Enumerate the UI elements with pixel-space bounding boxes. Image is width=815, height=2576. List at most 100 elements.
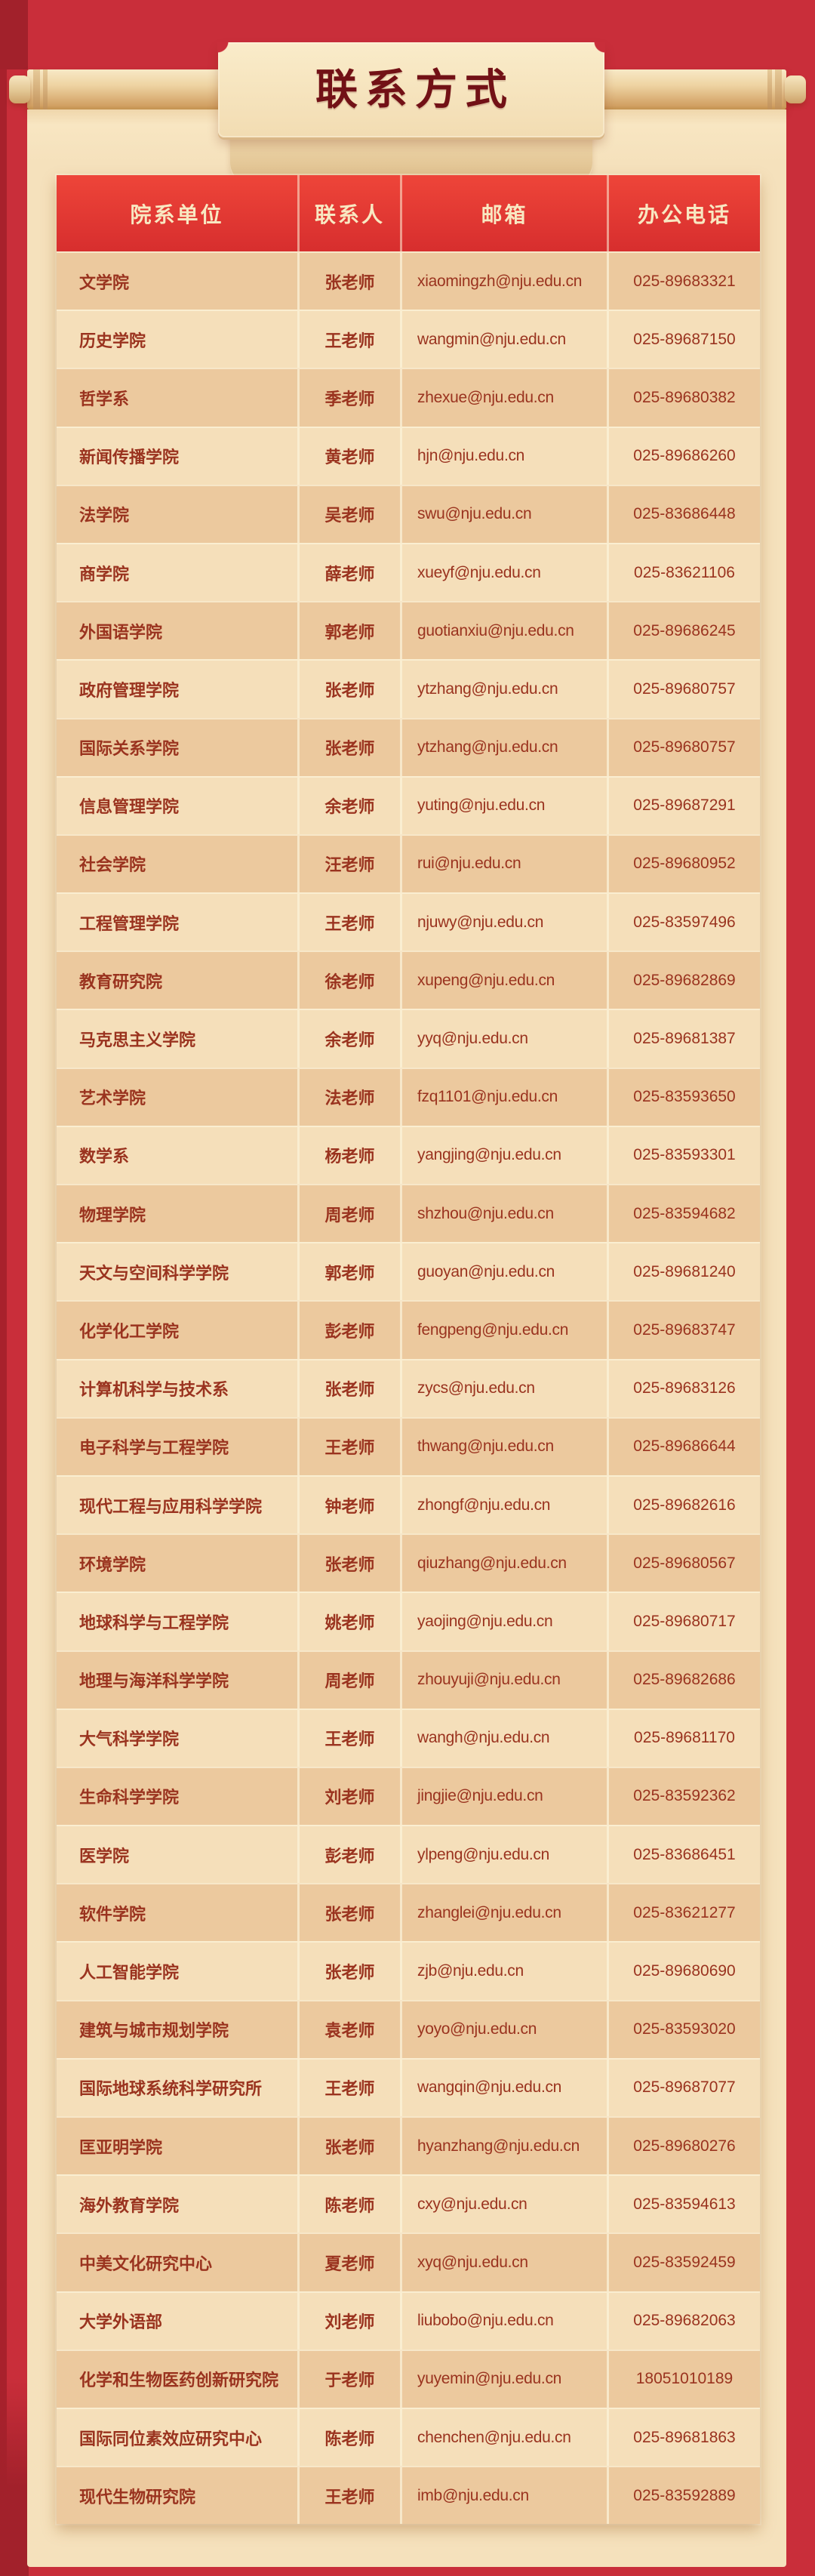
dept-cell: 现代生物研究院	[57, 2467, 300, 2525]
scroll-rod-stripe	[775, 69, 782, 109]
phone-cell: 025-89686644	[633, 1437, 736, 1456]
left-edge-shadow	[0, 69, 7, 2576]
contact-cell: 张老师	[300, 719, 402, 776]
dept-cell: 人工智能学院	[57, 1943, 300, 2000]
phone-cell: 025-89686245	[633, 621, 736, 639]
email-cell: yyq@nju.edu.cn	[402, 1010, 609, 1068]
email-cell: zhexue@nju.edu.cn	[402, 369, 609, 427]
table-row: 外国语学院 郭老师 guotianxiu@nju.edu.cn 025-8968…	[57, 601, 760, 660]
table-row: 国际同位素效应研究中心 陈老师 chenchen@nju.edu.cn 025-…	[57, 2407, 760, 2467]
bottom-left-shadow	[0, 2378, 29, 2576]
dept-cell: 地理与海洋科学学院	[57, 1651, 300, 1709]
email-cell: thwang@nju.edu.cn	[402, 1418, 609, 1475]
email-cell: wangmin@nju.edu.cn	[402, 311, 609, 368]
dept-cell: 外国语学院	[57, 602, 300, 660]
dept-cell: 计算机科学与技术系	[57, 1360, 300, 1417]
email-cell: liubobo@nju.edu.cn	[402, 2292, 609, 2350]
contact-cell: 法老师	[300, 1068, 402, 1126]
table-row: 新闻传播学院 黄老师 hjn@nju.edu.cn 025-89686260	[57, 426, 760, 485]
dept-cell: 国际关系学院	[57, 719, 300, 776]
contact-cell: 张老师	[300, 1943, 402, 2000]
dept-cell: 中美文化研究中心	[57, 2234, 300, 2291]
dept-cell: 现代工程与应用科学学院	[57, 1476, 300, 1534]
contact-cell: 张老师	[300, 253, 402, 310]
table-header-row: 院系单位 联系人 邮箱 办公电话	[57, 175, 760, 251]
contact-cell: 王老师	[300, 2467, 402, 2525]
phone-cell: 025-89680952	[633, 855, 736, 873]
phone-cell: 025-89686260	[633, 447, 736, 465]
contact-cell: 吴老师	[300, 485, 402, 543]
email-cell: yoyo@nju.edu.cn	[402, 2001, 609, 2058]
contact-cell: 姚老师	[300, 1593, 402, 1650]
email-cell: qiuzhang@nju.edu.cn	[402, 1535, 609, 1592]
email-cell: zhanglei@nju.edu.cn	[402, 1884, 609, 1942]
dept-cell: 文学院	[57, 253, 300, 310]
contact-cell: 钟老师	[300, 1476, 402, 1534]
email-cell: fzq1101@nju.edu.cn	[402, 1068, 609, 1126]
dept-cell: 历史学院	[57, 311, 300, 368]
scroll-rod-stripe	[43, 69, 48, 109]
phone-cell: 025-89683747	[633, 1320, 736, 1339]
phone-cell: 025-89682063	[633, 2312, 736, 2330]
dept-cell: 天文与空间科学学院	[57, 1243, 300, 1301]
scroll-rod-left-cap	[9, 75, 30, 103]
phone-cell: 025-89680757	[633, 738, 736, 756]
phone-cell: 025-83592889	[633, 2486, 736, 2504]
phone-cell: 025-83621106	[634, 563, 735, 581]
phone-cell: 025-89681170	[634, 1729, 735, 1747]
phone-cell: 025-89682686	[633, 1671, 736, 1689]
email-cell: yangjing@nju.edu.cn	[402, 1126, 609, 1184]
table-row: 软件学院 张老师 zhanglei@nju.edu.cn 025-8362127…	[57, 1883, 760, 1942]
email-cell: yuting@nju.edu.cn	[402, 777, 609, 834]
dept-cell: 工程管理学院	[57, 894, 300, 951]
table-row: 天文与空间科学学院 郭老师 guoyan@nju.edu.cn 025-8968…	[57, 1242, 760, 1301]
email-cell: ytzhang@nju.edu.cn	[402, 661, 609, 718]
phone-cell: 025-83621277	[633, 1903, 736, 1921]
contact-cell: 刘老师	[300, 1767, 402, 1826]
dept-cell: 物理学院	[57, 1185, 300, 1243]
phone-cell: 025-83592362	[633, 1787, 736, 1805]
email-cell: chenchen@nju.edu.cn	[402, 2408, 609, 2467]
table-row: 海外教育学院 陈老师 cxy@nju.edu.cn 025-83594613	[57, 2174, 760, 2233]
email-cell: rui@nju.edu.cn	[402, 835, 609, 893]
email-cell: zhouyuji@nju.edu.cn	[402, 1651, 609, 1709]
table-row: 生命科学学院 刘老师 jingjie@nju.edu.cn 025-835923…	[57, 1766, 760, 1826]
contact-cell: 张老师	[300, 2118, 402, 2175]
scroll-rod-right-cap	[785, 75, 806, 103]
table-row: 数学系 杨老师 yangjing@nju.edu.cn 025-83593301	[57, 1125, 760, 1184]
email-cell: ytzhang@nju.edu.cn	[402, 719, 609, 776]
email-cell: wangh@nju.edu.cn	[402, 1709, 609, 1767]
contact-cell: 张老师	[300, 1884, 402, 1942]
contact-cell: 周老师	[300, 1651, 402, 1709]
table-row: 地球科学与工程学院 姚老师 yaojing@nju.edu.cn 025-896…	[57, 1592, 760, 1650]
phone-cell: 025-89680757	[633, 679, 736, 698]
dept-cell: 艺术学院	[57, 1068, 300, 1126]
table-row: 历史学院 王老师 wangmin@nju.edu.cn 025-89687150	[57, 310, 760, 368]
contact-cell: 彭老师	[300, 1302, 402, 1359]
contact-cell: 周老师	[300, 1185, 402, 1243]
email-cell: xueyf@nju.edu.cn	[402, 544, 609, 602]
email-cell: yuyemin@nju.edu.cn	[402, 2350, 609, 2408]
phone-cell: 025-89680717	[633, 1612, 736, 1630]
dept-cell: 数学系	[57, 1126, 300, 1184]
email-cell: fengpeng@nju.edu.cn	[402, 1302, 609, 1359]
email-cell: guoyan@nju.edu.cn	[402, 1243, 609, 1301]
contact-cell: 刘老师	[300, 2292, 402, 2350]
table-row: 地理与海洋科学学院 周老师 zhouyuji@nju.edu.cn 025-89…	[57, 1650, 760, 1709]
table-row: 物理学院 周老师 shzhou@nju.edu.cn 025-83594682	[57, 1184, 760, 1243]
phone-cell: 18051010189	[635, 2370, 734, 2388]
page-title: 联系方式	[315, 66, 515, 113]
contact-cell: 于老师	[300, 2350, 402, 2408]
table-row: 工程管理学院 王老师 njuwy@nju.edu.cn 025-83597496	[57, 892, 760, 951]
phone-cell: 025-89687077	[633, 2078, 736, 2097]
table-row: 电子科学与工程学院 王老师 thwang@nju.edu.cn 025-8968…	[57, 1416, 760, 1475]
dept-cell: 电子科学与工程学院	[57, 1418, 300, 1475]
email-cell: cxy@nju.edu.cn	[402, 2176, 609, 2233]
contact-cell: 薛老师	[300, 544, 402, 602]
phone-cell: 025-83593020	[633, 2020, 736, 2038]
table-row: 法学院 吴老师 swu@nju.edu.cn 025-83686448	[57, 484, 760, 543]
dept-cell: 环境学院	[57, 1535, 300, 1592]
table-row: 艺术学院 法老师 fzq1101@nju.edu.cn 025-83593650	[57, 1067, 760, 1126]
contact-cell: 王老师	[300, 1418, 402, 1475]
